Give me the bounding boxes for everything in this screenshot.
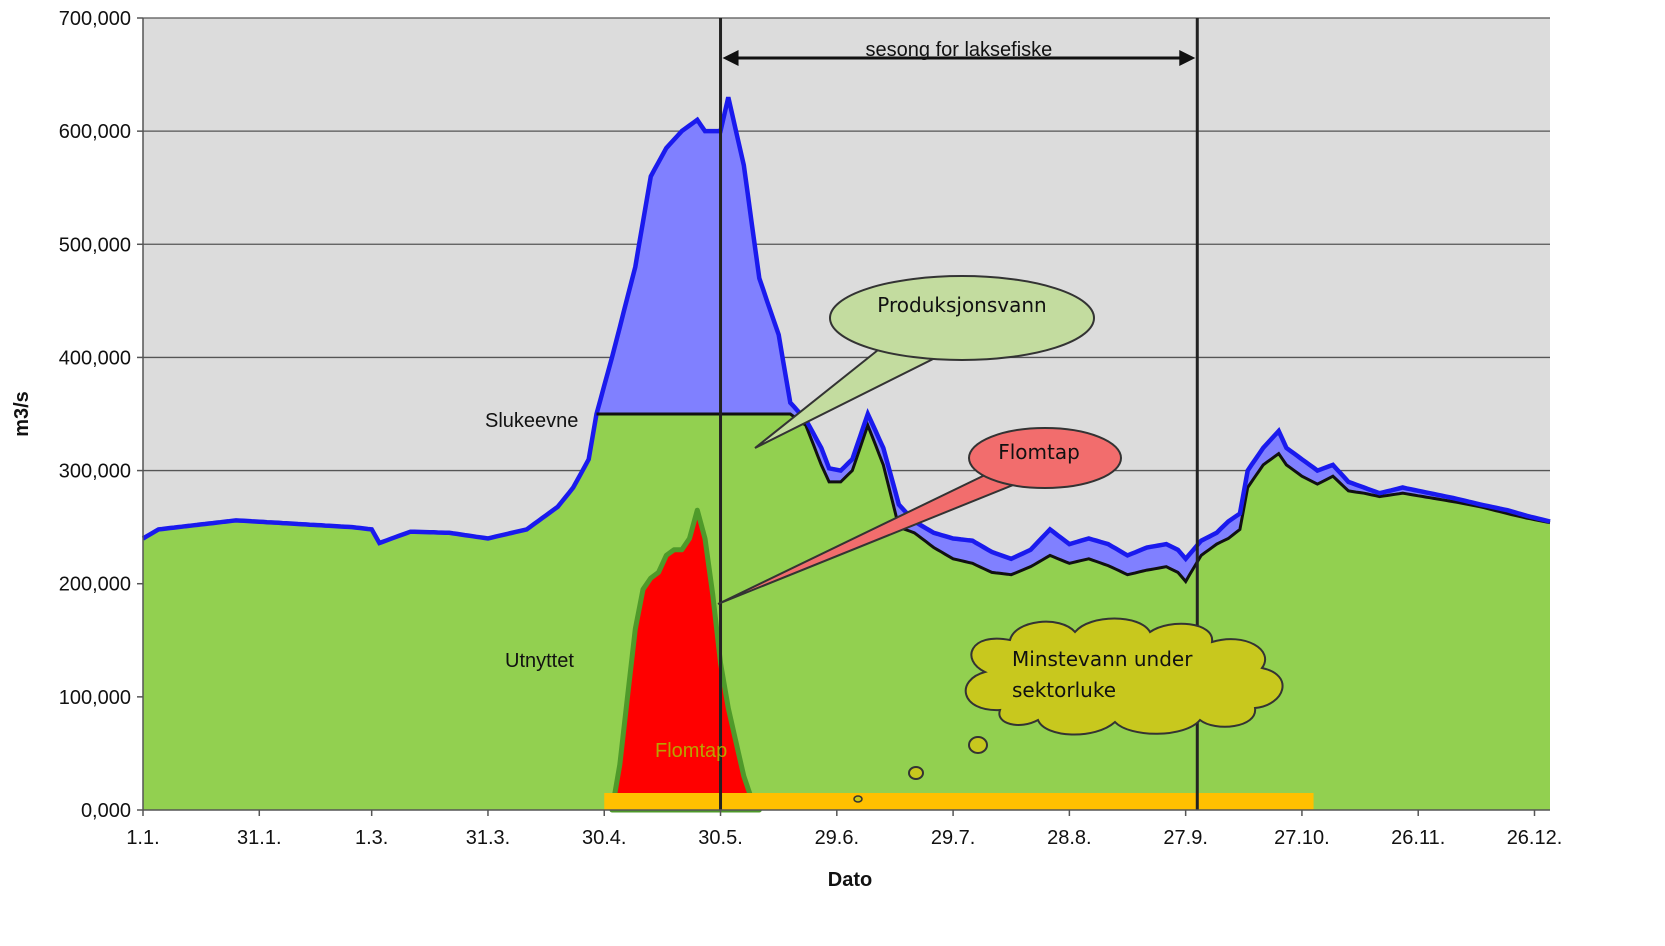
x-tick-label-6: 29.6. (815, 827, 859, 849)
axes: 0,000 100,000 200,000 300,000 400,000 500,000… (59, 8, 1563, 849)
thought-bubble-small (853, 795, 863, 803)
produksjonsvann-callout-label: Produksjonsvann (877, 293, 1046, 317)
total-line (141, 96, 1551, 563)
flomtap-area (609, 507, 762, 813)
y-tick-label-4: 400,000 (59, 347, 131, 369)
season-arrow-head-left (722, 50, 739, 66)
x-tick-label-2: 1.3. (355, 827, 388, 849)
minstevann-label-line2: sektorluke (1012, 678, 1116, 702)
x-tick-label-1: 31.1. (237, 827, 281, 849)
flomtap-area-label: Flomtap (655, 740, 727, 762)
season-label: sesong for laksefiske (866, 39, 1053, 61)
flomtap-callout-label: Flomtap (998, 440, 1080, 464)
x-tick-label-3: 31.3. (466, 827, 510, 849)
flomtap-callout-bubble (968, 427, 1122, 489)
x-tick-label-0: 1.1. (126, 827, 159, 849)
slukeevne-label: Slukeevne (485, 410, 578, 432)
y-tick-label-3: 300,000 (59, 461, 131, 483)
minstevann-bar (604, 793, 1314, 810)
x-tick-label-7: 29.7. (931, 827, 975, 849)
minstevann-label-line1: Minstevann under (1012, 647, 1193, 671)
x-tick-label-11: 26.11. (1391, 827, 1445, 849)
y-tick-label-5: 500,000 (59, 234, 131, 256)
x-tick-label-10: 27.10. (1274, 827, 1330, 849)
x-tick-label-12: 26.12. (1507, 827, 1563, 849)
y-tick-label-7: 700,000 (59, 8, 131, 30)
x-tick-label-4: 30.4. (582, 827, 626, 849)
x-tick-label-8: 28.8. (1047, 827, 1091, 849)
y-tick-label-1: 100,000 (59, 687, 131, 709)
annotations: sesong for laksefiske Slukeevne Utnyttet Fl… (485, 18, 1284, 810)
season-arrow-head-right (1179, 50, 1196, 66)
y-tick-label-2: 200,000 (59, 574, 131, 596)
y-axis-title: m3/s (11, 391, 33, 437)
x-axis-title: Dato (828, 869, 872, 891)
x-tick-label-9: 27.9. (1163, 827, 1207, 849)
minstevann-cloud (964, 617, 1284, 736)
y-tick-label-0: 0,000 (81, 800, 131, 822)
utnyttet-label: Utnyttet (505, 650, 574, 672)
thought-bubble-medium (908, 766, 924, 780)
thought-bubble-large (968, 736, 988, 754)
y-tick-label-6: 600,000 (59, 121, 131, 143)
produksjonsvann-callout-bubble (829, 275, 1095, 361)
x-tick-label-5: 30.5. (698, 827, 742, 849)
